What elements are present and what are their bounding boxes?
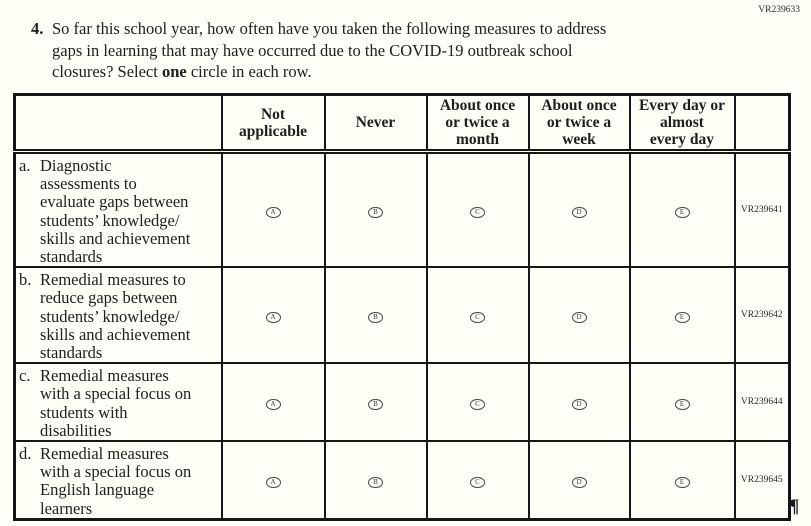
column-header-never: Never — [323, 93, 428, 154]
row-code: VR239644 — [733, 362, 791, 443]
option-cell-not-applicable: A — [220, 440, 326, 521]
column-header-once-twice-month: About once or twice a month — [425, 93, 530, 154]
table-row-a: a. Diagnostic assessments to evaluate ga… — [13, 150, 791, 269]
column-header-once-twice-week: About once or twice a week — [527, 93, 631, 154]
bubble-letter: C — [475, 208, 480, 217]
answer-bubble-e[interactable]: E — [674, 398, 690, 411]
bubble-letter: A — [270, 400, 276, 409]
row-item-cell: c. Remedial measures with a special focu… — [13, 362, 223, 443]
option-cell-not-applicable: A — [220, 150, 326, 269]
answer-bubble-d[interactable]: D — [571, 398, 587, 411]
bubble-letter: D — [576, 400, 582, 409]
answer-bubble-e[interactable]: E — [674, 311, 690, 324]
table-row-d: d. Remedial measures with a special focu… — [13, 440, 791, 521]
bubble-letter: A — [270, 313, 276, 322]
option-cell-never: B — [323, 362, 428, 443]
header-row: Not applicable Never About once or twice… — [13, 93, 791, 154]
bubble-letter: C — [475, 477, 480, 486]
option-cell-not-applicable: A — [220, 362, 326, 443]
paragraph-mark: ¶ — [789, 496, 800, 517]
form-code: VR239633 — [758, 5, 800, 15]
row-letter: b. — [19, 270, 32, 290]
bubble-letter: D — [576, 208, 582, 217]
bubble-letter: B — [373, 400, 378, 409]
bubble-letter: B — [373, 477, 378, 486]
option-cell-once-twice-month: C — [425, 440, 530, 521]
question-text-start: So far this school year, how often have … — [52, 19, 607, 81]
answer-bubble-b[interactable]: B — [368, 476, 383, 489]
answer-bubble-c[interactable]: C — [470, 206, 485, 219]
answer-bubble-a[interactable]: A — [265, 206, 281, 219]
bubble-letter: B — [373, 313, 378, 322]
row-label: Remedial measures with a special focus o… — [40, 444, 192, 518]
answer-bubble-a[interactable]: A — [265, 398, 281, 411]
option-cell-never: B — [323, 266, 428, 365]
column-header-every-day: Every day or almost every day — [628, 93, 736, 154]
bubble-letter: E — [679, 400, 685, 409]
bubble-letter: A — [270, 208, 276, 217]
row-code: VR239641 — [733, 150, 791, 269]
option-cell-once-twice-week: D — [527, 440, 631, 521]
row-code: VR239642 — [733, 266, 791, 365]
option-cell-once-twice-month: C — [425, 266, 530, 365]
answer-bubble-c[interactable]: C — [470, 398, 485, 411]
option-cell-every-day: E — [628, 440, 736, 521]
bubble-letter: A — [270, 477, 276, 486]
bubble-letter: E — [679, 477, 685, 486]
table-row-c: c. Remedial measures with a special focu… — [13, 362, 791, 443]
bubble-letter: B — [373, 208, 378, 217]
response-table: Not applicable Never About once or twice… — [13, 93, 791, 521]
answer-bubble-e[interactable]: E — [674, 476, 690, 489]
row-item-cell: a. Diagnostic assessments to evaluate ga… — [13, 150, 223, 269]
option-cell-once-twice-week: D — [527, 150, 631, 269]
row-label: Diagnostic assessments to evaluate gaps … — [40, 156, 191, 267]
row-letter: d. — [19, 444, 32, 464]
column-header-not-applicable: Not applicable — [220, 93, 326, 154]
option-cell-once-twice-week: D — [527, 362, 631, 443]
option-cell-every-day: E — [628, 266, 736, 365]
row-code: VR239645 — [733, 440, 791, 521]
bubble-letter: C — [475, 313, 480, 322]
bubble-letter: E — [679, 313, 685, 322]
option-cell-never: B — [323, 150, 428, 269]
answer-bubble-d[interactable]: D — [571, 476, 587, 489]
question-text-end: circle in each row. — [186, 62, 312, 81]
option-cell-not-applicable: A — [220, 266, 326, 365]
item-column-header — [13, 93, 223, 154]
bubble-letter: D — [576, 313, 582, 322]
option-cell-every-day: E — [628, 362, 736, 443]
option-cell-once-twice-month: C — [425, 362, 530, 443]
option-cell-once-twice-week: D — [527, 266, 631, 365]
bubble-letter: C — [475, 400, 480, 409]
answer-bubble-e[interactable]: E — [674, 206, 690, 219]
answer-bubble-c[interactable]: C — [470, 311, 485, 324]
bubble-letter: D — [576, 477, 582, 486]
option-cell-never: B — [323, 440, 428, 521]
row-letter: a. — [19, 156, 31, 175]
option-cell-once-twice-month: C — [425, 150, 530, 269]
question-number: 4. — [31, 19, 44, 38]
answer-bubble-c[interactable]: C — [470, 476, 485, 489]
answer-bubble-b[interactable]: B — [368, 398, 383, 411]
answer-bubble-a[interactable]: A — [265, 476, 281, 489]
row-item-cell: b. Remedial measures to reduce gaps betw… — [13, 266, 223, 365]
answer-bubble-a[interactable]: A — [265, 311, 281, 324]
question-bold-word: one — [161, 62, 187, 81]
question-text: So far this school year, how often have … — [52, 18, 712, 83]
answer-bubble-b[interactable]: B — [368, 311, 383, 324]
row-item-cell: d. Remedial measures with a special focu… — [13, 440, 223, 521]
code-column-header — [733, 93, 791, 154]
row-label: Remedial measures with a special focus o… — [40, 366, 192, 440]
option-cell-every-day: E — [628, 150, 736, 269]
row-label: Remedial measures to reduce gaps between… — [40, 270, 191, 363]
table-row-b: b. Remedial measures to reduce gaps betw… — [13, 266, 791, 365]
answer-bubble-b[interactable]: B — [368, 206, 383, 219]
answer-bubble-d[interactable]: D — [571, 311, 587, 324]
bubble-letter: E — [679, 208, 685, 217]
answer-bubble-d[interactable]: D — [571, 206, 587, 219]
row-letter: c. — [19, 366, 31, 386]
question-block: 4. So far this school year, how often ha… — [31, 18, 712, 83]
